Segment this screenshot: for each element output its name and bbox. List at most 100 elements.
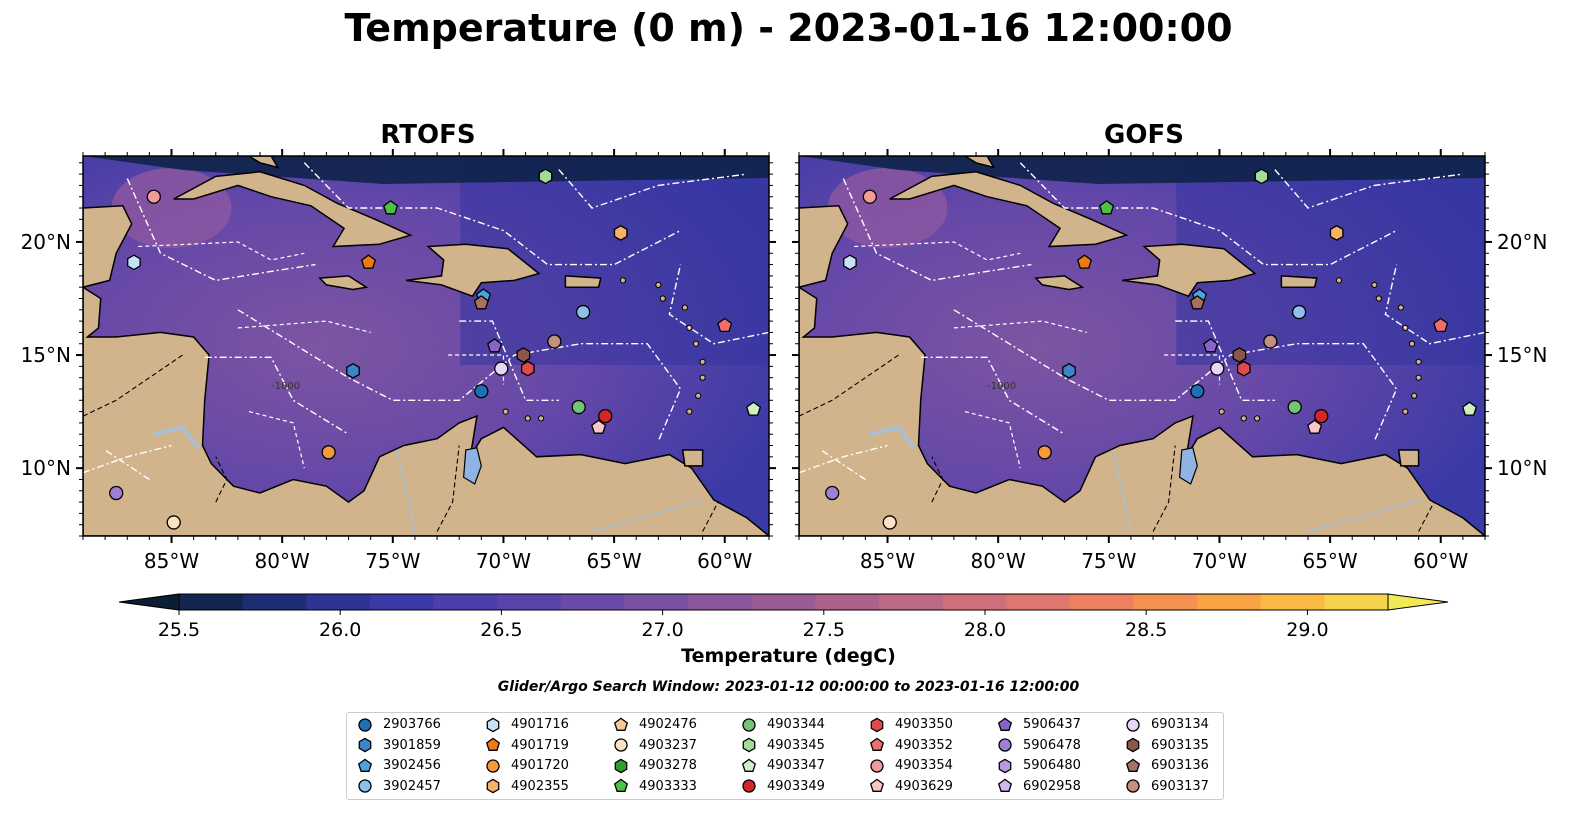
float-marker-5906478[interactable]	[109, 485, 124, 501]
legend-marker-4903349[interactable]	[742, 779, 756, 793]
float-marker-6903135[interactable]	[1232, 347, 1247, 363]
float-marker-3902457[interactable]	[1291, 304, 1307, 320]
colorbar-tick-label: 28.5	[1125, 619, 1167, 641]
float-marker-4903333[interactable]	[1099, 200, 1115, 215]
legend-marker-3902456[interactable]	[357, 758, 373, 772]
float-marker-6903137[interactable]	[547, 334, 562, 349]
float-marker-2903766[interactable]	[1190, 384, 1205, 399]
float-marker-5906478[interactable]	[825, 485, 840, 501]
float-marker-4903354[interactable]	[862, 189, 877, 204]
legend-marker-4903350[interactable]	[870, 717, 884, 732]
legend-marker-4902476[interactable]	[613, 717, 629, 731]
legend-marker-4903354[interactable]	[870, 758, 884, 773]
float-marker-4901720[interactable]	[1037, 445, 1052, 460]
river	[1307, 499, 1419, 533]
float-marker-4903347[interactable]	[1461, 401, 1478, 416]
legend-marker-4901716[interactable]	[486, 717, 500, 732]
float-marker-4903333[interactable]	[383, 200, 399, 215]
legend-label: 4901720	[511, 758, 569, 773]
legend-marker-3901859[interactable]	[358, 737, 372, 753]
float-marker-4901716[interactable]	[127, 254, 141, 271]
float-marker-5906437[interactable]	[1203, 338, 1219, 353]
float-marker-6903135[interactable]	[516, 347, 531, 363]
float-marker-4901719[interactable]	[1076, 254, 1093, 269]
float-marker-6903134[interactable]	[1210, 361, 1225, 376]
float-marker-4902355[interactable]	[613, 225, 628, 241]
legend-entry-4902355: 4902355	[485, 777, 569, 797]
gofs-map-panel[interactable]: -1000 85°W 80°W 75°W 70°W 65°W 60°W 20°N 15°N 10°…	[719, 149, 1547, 600]
legend-marker-4903278[interactable]	[614, 758, 628, 773]
float-marker-3901859[interactable]	[1062, 362, 1076, 379]
float-marker-6903134[interactable]	[494, 361, 509, 376]
legend-marker-6903137[interactable]	[1126, 779, 1140, 793]
legend-label: 4901716	[511, 717, 569, 732]
eez-boundary	[83, 444, 172, 474]
float-marker-3902457[interactable]	[575, 304, 591, 320]
float-marker-6903136[interactable]	[1189, 295, 1205, 310]
lon-tick-label: 70°W	[1192, 549, 1247, 573]
panel-title-gofs: GOFS	[1104, 120, 1184, 150]
float-marker-4903349[interactable]	[598, 408, 613, 424]
legend-marker-6903134[interactable]	[1126, 717, 1140, 732]
float-marker-4903344[interactable]	[1287, 399, 1302, 415]
legend-marker-6903136[interactable]	[1125, 758, 1141, 772]
float-marker-4903350[interactable]	[520, 360, 535, 377]
eez-boundary	[920, 356, 1065, 435]
float-marker-4901720[interactable]	[321, 445, 336, 460]
legend-marker-5906478[interactable]	[998, 738, 1012, 752]
eez-boundary	[558, 169, 747, 209]
legend-label: 4903278	[639, 758, 697, 773]
float-marker-3901859[interactable]	[346, 362, 360, 379]
legend-marker-6902958[interactable]	[997, 778, 1013, 792]
lon-tick-label: 65°W	[586, 549, 641, 573]
legend-marker-6903135[interactable]	[1126, 737, 1140, 753]
float-marker-4901719[interactable]	[360, 254, 377, 269]
legend-marker-5906480[interactable]	[998, 758, 1012, 773]
eez-boundary	[126, 178, 316, 282]
legend-marker-4903345[interactable]	[742, 737, 756, 753]
float-marker-4901716[interactable]	[843, 254, 857, 271]
float-marker-4903237[interactable]	[166, 515, 181, 530]
float-marker-4903629[interactable]	[591, 419, 607, 434]
land-mass	[83, 286, 769, 536]
float-marker-4903347[interactable]	[745, 401, 762, 416]
legend-marker-3902457[interactable]	[358, 779, 372, 793]
legend-marker-4903344[interactable]	[742, 717, 756, 732]
float-marker-4903345[interactable]	[1254, 168, 1269, 185]
float-marker-2903766[interactable]	[474, 384, 489, 399]
legend-marker-4903352[interactable]	[869, 737, 885, 751]
float-marker-6903136[interactable]	[473, 295, 489, 310]
float-marker-4903349[interactable]	[1314, 408, 1329, 424]
legend-entry-3901859: 3901859	[357, 736, 441, 756]
float-marker-5906437[interactable]	[487, 338, 503, 353]
float-marker-4903354[interactable]	[146, 189, 161, 204]
legend-marker-4902355[interactable]	[486, 778, 500, 794]
float-marker-4903629[interactable]	[1307, 419, 1323, 434]
legend-marker-4903333[interactable]	[613, 778, 629, 792]
float-marker-4903345[interactable]	[538, 168, 553, 185]
rtofs-map[interactable]: -1000 85°W 80°W 75°W 70°W 65°W 60°W 20°N 15°N 10°…	[0, 0, 1577, 600]
panel-title-rtofs: RTOFS	[380, 120, 476, 150]
legend-marker-4903347[interactable]	[741, 758, 757, 772]
colorbar-segment	[1069, 594, 1135, 610]
legend-marker-2903766[interactable]	[358, 717, 372, 732]
float-marker-4903352[interactable]	[1433, 317, 1449, 333]
float-marker-4903352[interactable]	[717, 317, 733, 333]
float-marker-4902355[interactable]	[1329, 225, 1344, 241]
legend-marker-4901719[interactable]	[485, 737, 501, 751]
float-marker-6903137[interactable]	[1263, 334, 1278, 349]
legend-marker-4903629[interactable]	[869, 778, 885, 792]
legend-marker-5906437[interactable]	[997, 717, 1013, 731]
legend-marker-4903237[interactable]	[614, 738, 628, 752]
island	[655, 281, 662, 289]
legend-label: 3902457	[383, 778, 441, 794]
float-marker-4903350[interactable]	[1236, 360, 1251, 377]
eez-boundary	[237, 309, 682, 442]
legend-marker-4901720[interactable]	[486, 758, 500, 773]
float-marker-4903237[interactable]	[882, 515, 897, 530]
legend-entry-4901716: 4901716	[485, 715, 569, 735]
legend-entry-4902476: 4902476	[613, 715, 697, 735]
float-marker-4903344[interactable]	[571, 399, 586, 415]
rtofs-map-panel[interactable]: -1000 85°W 80°W 75°W 70°W 65°W 60°W 20°N 15°N 10°…	[3, 149, 776, 600]
country-border	[702, 501, 719, 532]
